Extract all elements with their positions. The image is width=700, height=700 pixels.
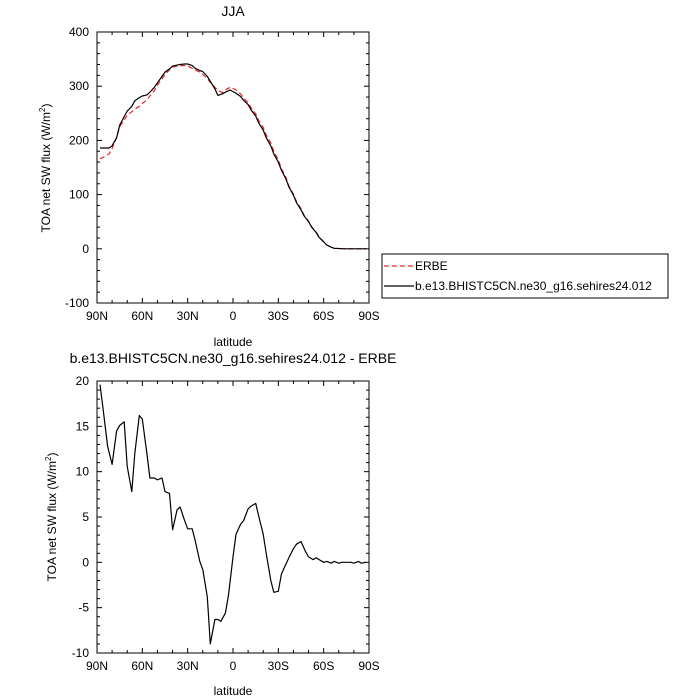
top-y-tick-label: 0: [82, 242, 89, 256]
top-chart-panel: JJA 90N 60N 30N 0 30S 60S 90S -100 0 100 200 300 40…: [38, 3, 669, 349]
bottom-chart-series: [99, 384, 367, 645]
bottom-series-line-1: [99, 384, 367, 645]
bottom-x-tick-label: 60S: [313, 659, 334, 673]
bottom-chart-y-ticks: -10 -5 0 5 10 15 20: [72, 374, 369, 660]
top-y-tick-label: 100: [69, 188, 89, 202]
top-chart-series: [99, 63, 366, 250]
top-series-line-1: [99, 64, 366, 250]
top-chart-x-ticks: 90N 60N 30N 0 30S 60S 90S: [86, 32, 380, 323]
bottom-y-tick-label: 10: [76, 465, 90, 479]
legend-label-model: b.e13.BHISTC5CN.ne30_g16.sehires24.012: [415, 279, 652, 293]
bottom-chart-frame: [96, 380, 370, 654]
top-chart-y-axis-label: TOA net SW flux (W/m2): [38, 104, 53, 233]
bottom-y-tick-label: 15: [76, 419, 90, 433]
bottom-y-tick-label: 0: [82, 555, 89, 569]
top-x-tick-label: 30N: [177, 309, 199, 323]
top-series-line-2: [100, 63, 366, 250]
bottom-x-tick-label: 90S: [358, 659, 379, 673]
top-y-tick-label: 200: [69, 133, 89, 147]
top-x-tick-label: 0: [230, 309, 237, 323]
top-chart-y-ticks: -100 0 100 200 300 400: [65, 25, 369, 310]
bottom-y-tick-label: -10: [72, 646, 90, 660]
bottom-y-tick-label: 20: [76, 374, 90, 388]
top-x-tick-label: 90S: [358, 309, 379, 323]
top-x-tick-label: 60N: [131, 309, 153, 323]
legend-box: [381, 253, 669, 299]
legend-label-erbe: ERBE: [415, 259, 448, 273]
bottom-x-tick-label: 60N: [131, 659, 153, 673]
top-chart-legend: ERBE b.e13.BHISTC5CN.ne30_g16.sehires24.…: [381, 253, 669, 299]
bottom-chart-y-axis-label: TOA net SW flux (W/m2): [44, 453, 59, 582]
top-y-tick-label: 300: [69, 79, 89, 93]
bottom-x-tick-label: 90N: [86, 659, 108, 673]
bottom-chart-title: b.e13.BHISTC5CN.ne30_g16.sehires24.012 -…: [70, 350, 397, 366]
bottom-y-tick-label: 5: [82, 510, 89, 524]
top-chart-frame: [96, 31, 370, 304]
top-y-tick-label: -100: [65, 296, 89, 310]
top-x-tick-label: 30S: [268, 309, 289, 323]
top-x-tick-label: 60S: [313, 309, 334, 323]
bottom-x-tick-label: 30S: [268, 659, 289, 673]
bottom-x-tick-label: 0: [230, 659, 237, 673]
top-chart-x-axis-label: latitude: [214, 335, 253, 349]
top-x-tick-label: 90N: [86, 309, 108, 323]
bottom-chart-panel: b.e13.BHISTC5CN.ne30_g16.sehires24.012 -…: [44, 350, 396, 698]
top-chart-title: JJA: [221, 3, 245, 19]
bottom-chart-x-ticks: 90N 60N 30N 0 30S 60S 90S: [86, 381, 380, 673]
bottom-chart-x-axis-label: latitude: [214, 684, 253, 698]
bottom-y-tick-label: -5: [78, 601, 89, 615]
top-y-tick-label: 400: [69, 25, 89, 39]
bottom-x-tick-label: 30N: [177, 659, 199, 673]
